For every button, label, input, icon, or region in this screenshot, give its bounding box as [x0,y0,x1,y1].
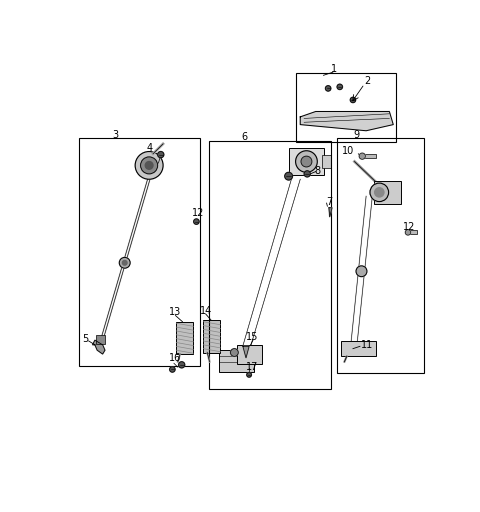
Circle shape [122,261,127,265]
Text: 17: 17 [246,362,258,372]
Circle shape [169,367,175,372]
Circle shape [301,156,312,167]
Polygon shape [93,340,105,354]
Bar [362,154,376,158]
Circle shape [179,362,185,368]
Text: 9: 9 [353,130,359,140]
Bar [219,350,254,372]
Polygon shape [300,112,393,131]
Circle shape [120,258,130,268]
Circle shape [356,266,367,276]
Bar [374,181,401,204]
Text: 1: 1 [330,64,336,74]
Circle shape [145,162,153,169]
Text: 12: 12 [192,208,204,218]
Text: 8: 8 [314,166,320,176]
Circle shape [285,173,292,180]
Circle shape [135,152,163,179]
Bar [176,322,193,354]
Text: 15: 15 [246,332,258,342]
Text: 7: 7 [326,197,333,206]
Circle shape [247,373,252,377]
Circle shape [350,97,356,102]
Bar [237,345,262,364]
Text: 5: 5 [82,334,88,345]
Bar [79,138,200,366]
Circle shape [375,188,384,197]
Circle shape [157,152,164,158]
Bar [288,148,324,176]
Circle shape [405,230,411,235]
Bar [341,341,376,356]
Circle shape [141,157,157,174]
Circle shape [325,86,331,91]
Bar [296,73,396,142]
Bar [96,335,105,344]
Bar [337,138,424,373]
Circle shape [194,219,199,224]
Text: 3: 3 [113,131,119,140]
Text: 10: 10 [342,146,354,156]
Polygon shape [329,208,332,217]
Bar [408,230,417,234]
Text: 6: 6 [241,132,248,142]
Text: 16: 16 [169,353,181,363]
Bar [204,320,220,352]
Circle shape [370,183,389,202]
Bar [209,141,331,389]
Circle shape [337,84,343,90]
Circle shape [230,349,238,356]
Text: 13: 13 [168,308,181,317]
Text: 2: 2 [364,76,370,86]
Text: 11: 11 [360,340,373,350]
Circle shape [359,153,365,159]
Bar [322,155,331,168]
Circle shape [296,151,317,173]
Text: 12: 12 [403,222,415,232]
Polygon shape [243,346,249,358]
Circle shape [304,171,311,177]
Text: 14: 14 [200,306,212,316]
Text: 4: 4 [147,143,153,154]
